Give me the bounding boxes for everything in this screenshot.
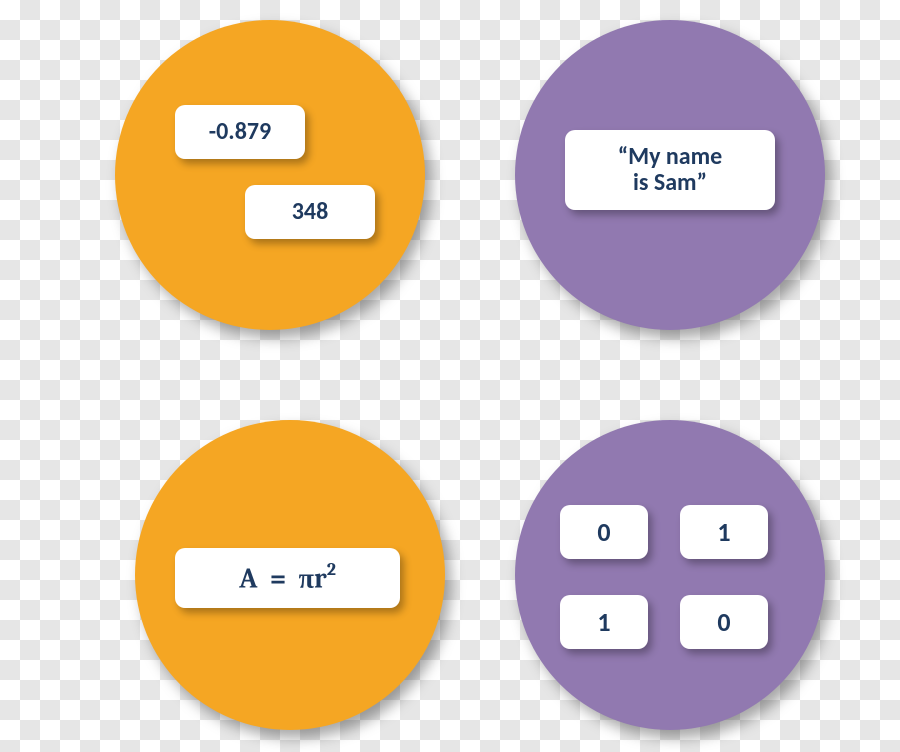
circle-numbers [115, 20, 425, 330]
chip-bit-0-1: 1 [680, 505, 768, 559]
chip-bit-0-0: 0 [560, 505, 648, 559]
chip-decimal: -0.879 [175, 105, 305, 159]
chip-bit-1-1: 0 [680, 595, 768, 649]
diagram-canvas: -0.879 348 “My name is Sam” A = πr2 0 1 … [0, 0, 900, 752]
chip-formula: A = πr2 [175, 548, 400, 608]
chip-bit-1-0: 1 [560, 595, 648, 649]
circle-binary [515, 420, 825, 730]
chip-integer: 348 [245, 185, 375, 239]
chip-string: “My name is Sam” [565, 130, 775, 210]
